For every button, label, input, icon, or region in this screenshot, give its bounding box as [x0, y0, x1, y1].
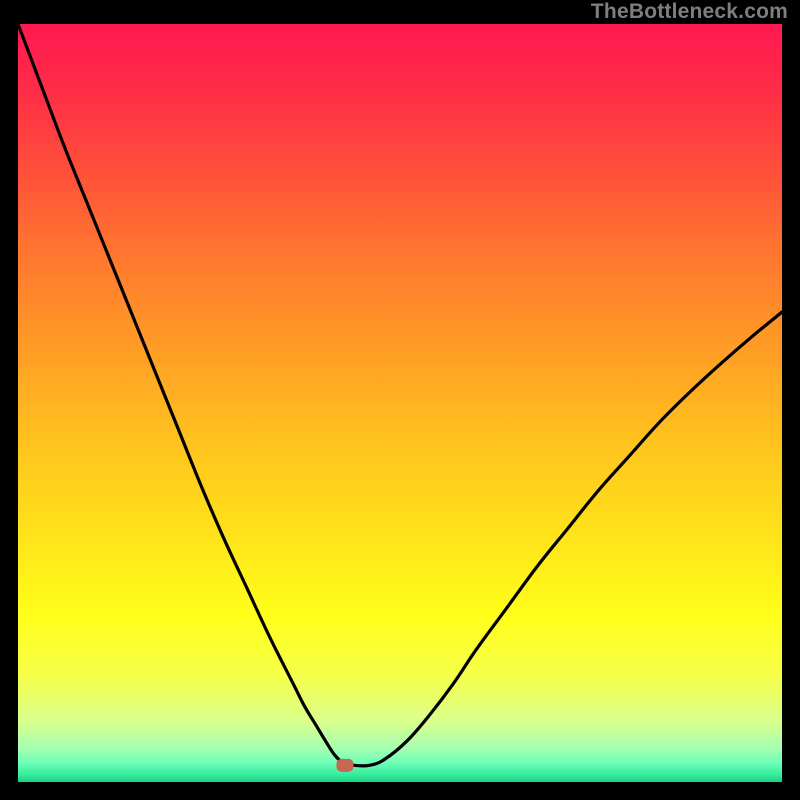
plot-area [18, 24, 782, 782]
frame-border-left [0, 0, 18, 800]
chart-background [18, 24, 782, 782]
frame-border-bottom [0, 782, 800, 800]
bottleneck-marker [336, 759, 353, 772]
chart-svg [18, 24, 782, 782]
watermark-text: TheBottleneck.com [591, 0, 788, 24]
frame-border-right [782, 0, 800, 800]
chart-container: TheBottleneck.com [0, 0, 800, 800]
